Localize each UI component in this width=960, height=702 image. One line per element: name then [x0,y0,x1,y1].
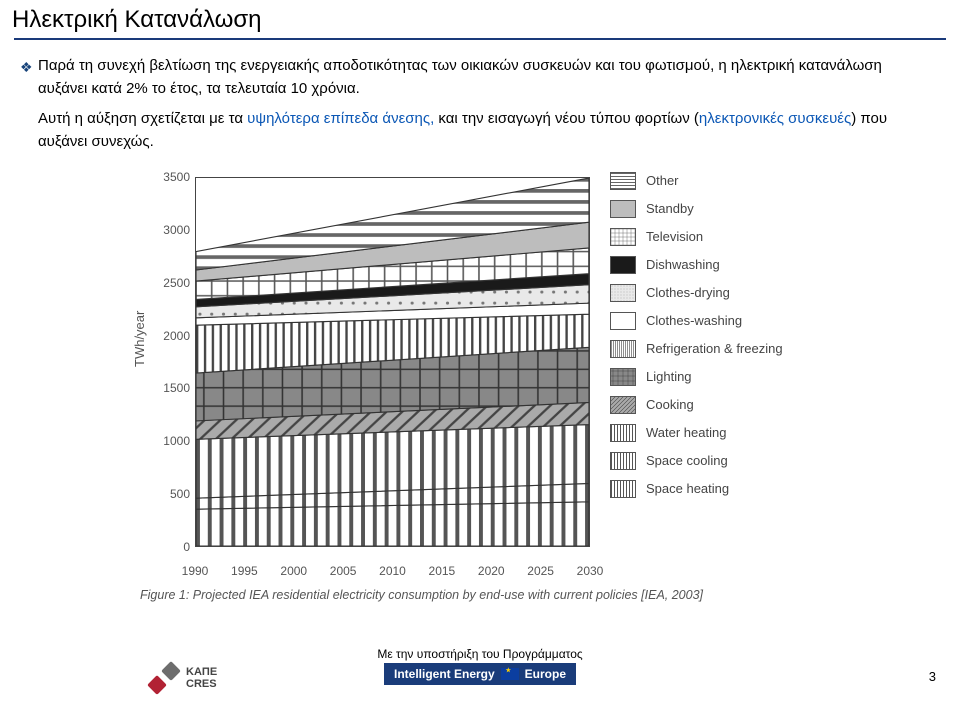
x-tick: 2015 [429,564,456,578]
paragraph-1: Παρά τη συνεχή βελτίωση της ενεργειακής … [38,54,932,101]
plot-frame [195,177,590,547]
bullet-icon: ❖ [20,57,33,79]
legend-row-water_heating: Water heating [610,424,830,442]
link-comfort: υψηλότερα επίπεδα άνεσης, [247,110,434,127]
x-tick: 1990 [182,564,209,578]
x-tick: 2030 [577,564,604,578]
legend-label: Dishwashing [646,258,720,272]
y-tick: 3000 [150,223,190,237]
legend-row-dishwashing: Dishwashing [610,256,830,274]
legend-swatch [610,312,636,330]
intelligent-energy-badge: Intelligent Energy Europe [384,663,576,685]
legend-swatch [610,452,636,470]
legend-row-space_cooling: Space cooling [610,452,830,470]
legend-label: Lighting [646,370,692,384]
legend-label: Water heating [646,426,726,440]
page-title: Ηλεκτρική Κατανάλωση [0,0,960,38]
x-tick: 2025 [527,564,554,578]
legend-label: Television [646,230,703,244]
legend-swatch [610,340,636,358]
figure-caption: Figure 1: Projected IEA residential elec… [140,588,703,602]
eu-flag-icon [501,668,519,680]
legend-row-refrigeration: Refrigeration & freezing [610,340,830,358]
footer-center: Με την υποστήριξη του Προγράμματος Intel… [0,636,960,696]
legend-row-standby: Standby [610,200,830,218]
y-tick: 2000 [150,329,190,343]
legend-row-television: Television [610,228,830,246]
x-tick: 2005 [330,564,357,578]
legend-label: Other [646,174,679,188]
area-svg [196,178,589,546]
legend-row-lighting: Lighting [610,368,830,386]
title-rule [14,38,946,40]
legend-swatch [610,480,636,498]
x-tick: 1995 [231,564,258,578]
legend-swatch [610,256,636,274]
x-tick: 2010 [379,564,406,578]
legend-row-cooking: Cooking [610,396,830,414]
legend-swatch [610,172,636,190]
legend-label: Space heating [646,482,729,496]
legend-label: Cooking [646,398,694,412]
x-tick: 2000 [280,564,307,578]
y-tick: 0 [150,540,190,554]
legend-label: Space cooling [646,454,728,468]
legend-label: Standby [646,202,694,216]
legend-swatch [610,284,636,302]
legend-swatch [610,228,636,246]
y-tick: 500 [150,487,190,501]
x-tick: 2020 [478,564,505,578]
legend: Other Standby Television Dishwashing Clothes… [610,172,830,508]
footer-support-text: Με την υποστήριξη του Προγράμματος [377,647,582,661]
link-devices: ηλεκτρονικές συσκευές [699,110,851,127]
legend-row-other: Other [610,172,830,190]
y-tick: 1500 [150,381,190,395]
body-text: ❖ Παρά τη συνεχή βελτίωση της ενεργειακή… [0,54,960,153]
legend-swatch [610,200,636,218]
legend-row-space_heating: Space heating [610,480,830,498]
legend-swatch [610,368,636,386]
y-axis-label: TWh/year [132,311,147,367]
legend-label: Refrigeration & freezing [646,342,783,356]
legend-label: Clothes-drying [646,286,730,300]
y-tick: 1000 [150,434,190,448]
stacked-area-chart: TWh/year 0500100015002000250030003500 19… [140,172,840,602]
y-tick: 3500 [150,170,190,184]
paragraph-2: Αυτή η αύξηση σχετίζεται με τα υψηλότερα… [38,107,932,154]
legend-label: Clothes-washing [646,314,742,328]
page-number: 3 [929,669,936,684]
legend-row-clothes_drying: Clothes-drying [610,284,830,302]
y-tick: 2500 [150,276,190,290]
legend-swatch [610,396,636,414]
legend-row-clothes_washing: Clothes-washing [610,312,830,330]
legend-swatch [610,424,636,442]
